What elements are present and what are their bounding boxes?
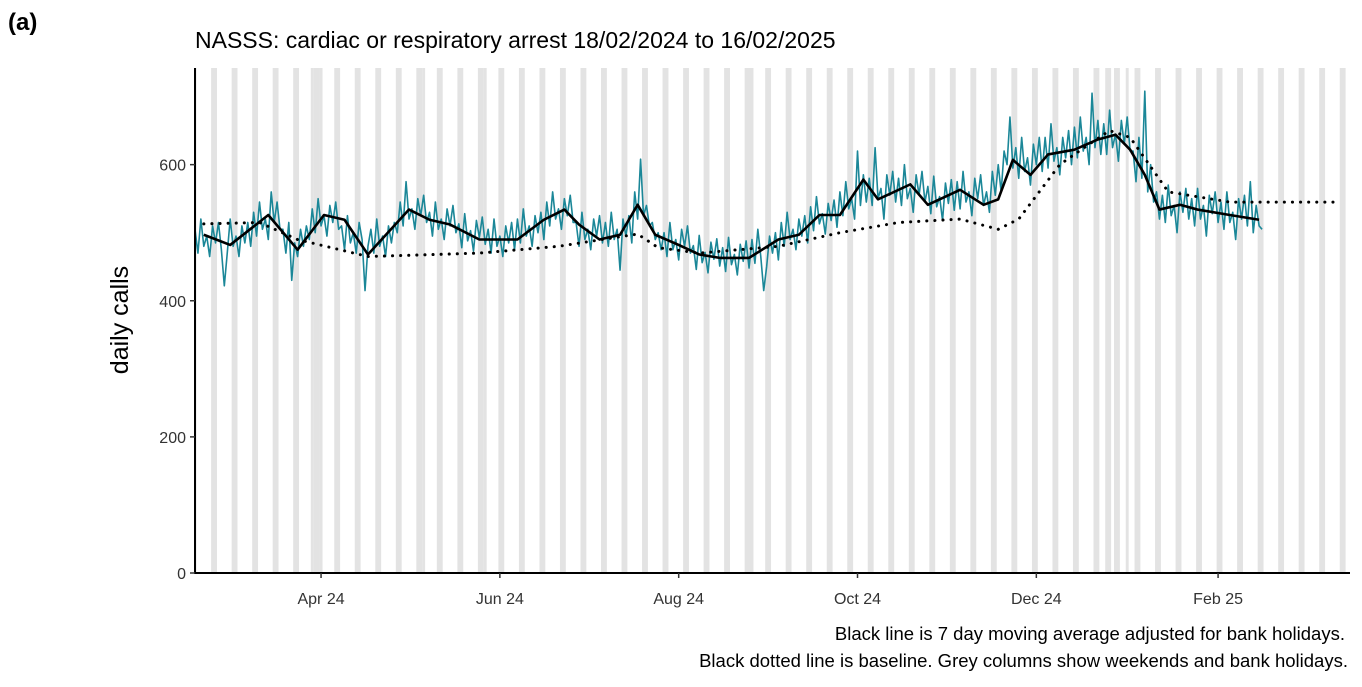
shade-column [970,68,977,573]
shade-column [1155,68,1161,573]
shade-column [750,68,754,573]
shade-column [559,68,566,573]
shade-column [1298,68,1305,573]
axes: 0 200 400 600 Apr 24 Jun 24 Aug 24 Oct 24 Dec 24… [159,68,1350,608]
shade-column [252,68,259,573]
shade-column [1011,68,1018,573]
shade-column [498,68,505,573]
shade-column [1052,68,1059,573]
shade-column [334,68,341,573]
baseline-line [202,129,1340,259]
x-tick-label: Apr 24 [297,591,344,608]
shade-column [785,68,792,573]
x-tick-label: Aug 24 [653,591,704,608]
shade-column [354,68,361,573]
shade-column [293,68,300,573]
chart-title: NASSS: cardiac or respiratory arrest 18/… [195,27,836,53]
shade-column [826,68,833,573]
shade-column [211,68,217,573]
shade-column [1216,68,1223,573]
shade-column [949,68,956,573]
shade-column [806,68,813,573]
shade-column [1257,68,1264,573]
shade-column [313,68,320,573]
y-tick-label: 600 [159,158,186,175]
shade-column [1237,68,1244,573]
lines [194,90,1340,292]
shade-column [642,68,648,573]
shade-column [580,68,587,573]
shade-column [1278,68,1285,573]
x-tick-label: Feb 25 [1193,591,1243,608]
shade-column [703,68,710,573]
x-tick-label: Jun 24 [476,591,524,608]
data-line [203,133,1260,260]
shade-column [929,68,936,573]
note: Black dotted line is baseline. Grey colu… [699,650,1348,671]
shade-column [1196,68,1202,573]
shade-column [272,68,279,573]
shading [195,68,1346,573]
shade-column [601,68,607,573]
panel-label: (a) [8,9,37,36]
shade-column [1339,68,1346,573]
shade-column [477,68,484,573]
shade-column [683,68,689,573]
x-tick-label: Dec 24 [1011,591,1062,608]
y-axis-label: daily calls [106,266,134,374]
shade-column [1125,68,1129,573]
x-tick-label: Oct 24 [834,591,881,608]
shade-column [1072,68,1079,573]
shade-column [724,68,730,573]
shade-column [457,68,464,573]
shade-column [539,68,546,573]
shade-column [744,68,751,573]
shade-column [990,68,997,573]
shade-column [888,68,895,573]
y-tick-label: 0 [177,566,186,583]
shade-column [1114,68,1120,573]
shade-column [416,68,423,573]
shade-column [662,68,669,573]
shade-column [436,68,443,573]
note: Black line is 7 day moving average adjus… [835,623,1345,644]
shade-column [310,68,314,573]
shade-column [765,68,772,573]
shade-column [867,68,874,573]
shade-column [518,68,525,573]
shade-column [231,68,238,573]
shade-column [621,68,628,573]
shade-column [422,68,426,573]
shade-column [1134,68,1141,573]
shade-column [395,68,402,573]
shade-column [483,68,487,573]
shade-column [1105,68,1112,573]
shade-column [847,68,854,573]
shade-column [1093,68,1100,573]
y-tick-label: 200 [159,430,186,447]
y-tick-label: 400 [159,294,186,311]
shade-column [319,68,323,573]
shade-column [908,68,915,573]
shade-column [375,68,382,573]
shade-column [1175,68,1182,573]
shade-column [1031,68,1038,573]
shade-column [1319,68,1326,573]
